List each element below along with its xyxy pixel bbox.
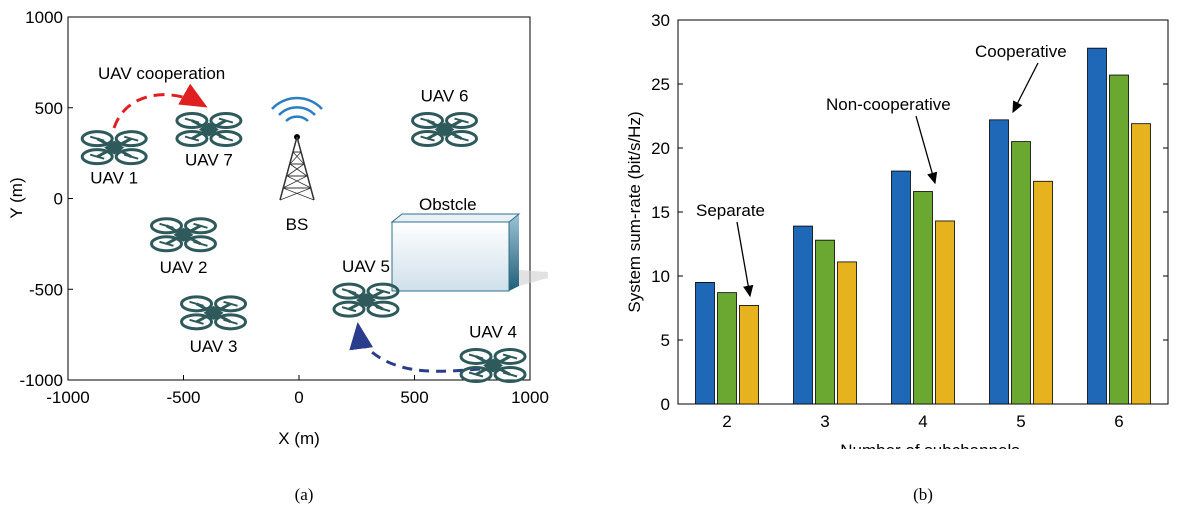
bar-series [695, 47, 1151, 405]
bar-y-ticks: 0 5 10 15 20 25 30 [651, 11, 1168, 414]
bar-cooperative-2 [695, 281, 715, 405]
drone-icon [332, 282, 400, 318]
drone-icon [175, 112, 243, 148]
bar-cooperative-4 [891, 170, 911, 405]
bar-y-tick-label: 30 [651, 11, 670, 30]
map-y-tick-label: 500 [35, 99, 63, 118]
bar-non-cooperative-4 [913, 191, 933, 405]
drone-icon [411, 112, 479, 148]
bar-non-cooperative-5 [1011, 141, 1031, 405]
map-y-ticks: 1000 500 0 -500 -1000 [20, 8, 73, 390]
bar-y-tick-label: 0 [661, 395, 670, 414]
drone-icon [459, 347, 527, 383]
bar-y-tick-label: 20 [651, 139, 670, 158]
bar-cooperative-5 [989, 119, 1009, 405]
arrow-cooperative [1012, 62, 1039, 114]
uav-label: UAV 3 [190, 337, 238, 356]
map-y-tick-label: -500 [29, 280, 63, 299]
map-x-axis-label: X (m) [278, 429, 320, 448]
bar-y-axis-label: System sum-rate (bit/s/Hz) [625, 111, 644, 312]
bar-x-tick-label: 4 [918, 412, 927, 431]
uav-label: UAV 4 [469, 322, 517, 341]
bar-x-tick-label: 6 [1114, 412, 1123, 431]
cooperation-arrow-blue [349, 322, 481, 373]
uav-deployment-map: -1000 -500 0 500 1000 1000 500 0 -500 -1000 X (m… [7, 8, 549, 504]
map-x-ticks: -1000 -500 0 500 1000 [46, 375, 549, 407]
bar-x-tick-label: 5 [1016, 412, 1025, 431]
bar-cooperative-3 [793, 225, 813, 405]
map-x-tick-label: 0 [294, 388, 303, 407]
cooperation-arrow-red [112, 83, 208, 129]
annotation-noncooperative: Non-cooperative [826, 95, 951, 114]
map-x-tick-label: 1000 [511, 388, 549, 407]
map-y-axis-label: Y (m) [7, 177, 26, 218]
bar-y-tick-label: 5 [661, 331, 670, 350]
bar-separate-5 [1033, 180, 1053, 405]
uav-label: UAV 1 [90, 169, 138, 188]
bar-separate-2 [739, 305, 759, 405]
bar-separate-6 [1131, 123, 1151, 405]
uav-label: UAV 5 [342, 257, 390, 276]
bar-x-tick-label: 3 [820, 412, 829, 431]
map-y-tick-label: -1000 [20, 371, 63, 390]
map-y-tick-label: 0 [54, 190, 63, 209]
map-x-tick-label: 500 [400, 388, 428, 407]
map-x-tick-label: -1000 [46, 388, 89, 407]
drone-icon [80, 130, 148, 166]
bar-separate-3 [837, 261, 857, 405]
bar-cooperative-6 [1087, 47, 1107, 405]
uav-label: UAV 7 [185, 151, 233, 170]
bar-y-tick-label: 25 [651, 75, 670, 94]
uav-cooperation-label: UAV cooperation [98, 64, 225, 83]
map-y-tick-label: 1000 [25, 8, 63, 27]
uav-label: UAV 6 [421, 87, 469, 106]
bar-y-tick-label: 15 [651, 203, 670, 222]
bar-separate-4 [935, 220, 955, 405]
caption-b: (b) [913, 485, 933, 504]
bar-non-cooperative-3 [815, 239, 835, 405]
bar-non-cooperative-6 [1109, 74, 1129, 405]
map-x-tick-label: -500 [166, 388, 200, 407]
annotation-separate: Separate [696, 201, 765, 220]
annotation-cooperative: Cooperative [975, 42, 1067, 61]
label-clip-mask [640, 449, 1178, 461]
arrow-separate [736, 221, 754, 298]
drone-icon [150, 217, 217, 253]
arrow-noncooperative [915, 115, 938, 185]
drone-icon [180, 295, 248, 331]
bar-x-tick-label: 2 [722, 412, 731, 431]
uav-label: UAV 2 [160, 258, 208, 277]
bar-non-cooperative-2 [717, 292, 737, 405]
obstacle-label: Obstcle [419, 195, 477, 214]
bar-y-tick-label: 10 [651, 267, 670, 286]
obstacle-box [390, 213, 548, 292]
base-station-label: BS [286, 215, 309, 234]
base-station-tower-icon [271, 96, 323, 201]
caption-a: (a) [295, 485, 314, 504]
